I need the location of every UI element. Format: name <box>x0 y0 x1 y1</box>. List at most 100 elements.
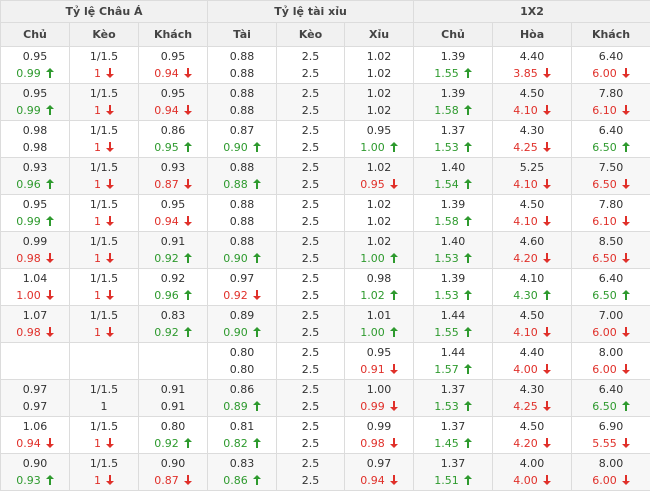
odds-row: 0.95 0.99 1/1.5 1 0.95 0.94 0.88 0.88 2.5 2.5 1.02… <box>0 83 650 121</box>
current-line: 2.5 <box>277 398 344 415</box>
odds-cell: 1/1.5 1 <box>69 453 139 491</box>
column-header: Tài <box>207 22 278 47</box>
column-header: Chủ <box>413 22 494 47</box>
current-line: 6.00 <box>572 361 650 378</box>
opening-value: 2.5 <box>301 309 320 322</box>
odds-cell: 1/1.5 1 <box>69 268 139 306</box>
current-line: 0.96 <box>139 287 207 304</box>
opening-value: 1.39 <box>440 87 466 100</box>
current-line: 0.88 <box>208 65 276 82</box>
current-value: 0.90 <box>223 326 248 339</box>
odds-cell: 0.95 0.94 <box>137 46 209 84</box>
current-value: 1.57 <box>434 363 459 376</box>
opening-value: 4.30 <box>519 124 545 137</box>
current-line: 3.85 <box>493 65 571 82</box>
current-line: 0.92 <box>208 287 276 304</box>
opening-value: 1.37 <box>440 124 466 137</box>
odds-cell: 1/1.5 1 <box>69 194 139 232</box>
odds-cell: 4.50 4.10 <box>492 305 573 343</box>
current-value: 4.00 <box>513 474 538 487</box>
current-line: 1.57 <box>414 361 492 378</box>
opening-value: 0.97 <box>229 272 255 285</box>
column-header: Khách <box>137 22 209 47</box>
trend-arrow-down <box>542 364 551 374</box>
current-line: 0.87 <box>139 472 207 489</box>
odds-cell: 1/1.5 1 <box>69 416 139 454</box>
odds-cell: 2.5 2.5 <box>276 231 346 269</box>
current-value: 6.00 <box>592 363 617 376</box>
current-value: 0.99 <box>360 400 385 413</box>
odds-cell: 1.37 1.45 <box>413 416 494 454</box>
current-line: 1.53 <box>414 139 492 156</box>
odds-cell: 4.50 4.20 <box>492 416 573 454</box>
trend-arrow-down <box>389 179 398 189</box>
current-line: 0.88 <box>208 176 276 193</box>
current-value: 2.5 <box>301 67 320 80</box>
opening-value: 0.88 <box>229 50 255 63</box>
current-value: 6.00 <box>592 326 617 339</box>
odds-cell: 1.40 1.54 <box>413 157 494 195</box>
current-value: 2.5 <box>301 326 320 339</box>
opening-value: 1.07 <box>22 309 48 322</box>
opening-value: 0.91 <box>160 235 186 248</box>
current-value: 1.00 <box>16 289 41 302</box>
trend-arrow-down <box>389 364 398 374</box>
current-value: 1.45 <box>434 437 459 450</box>
odds-cell: 1.02 1.02 <box>344 194 415 232</box>
current-line: 4.25 <box>493 398 571 415</box>
current-line: 0.97 <box>1 398 69 415</box>
current-value: 3.85 <box>513 67 538 80</box>
current-line: 1.58 <box>414 213 492 230</box>
current-line: 4.10 <box>493 176 571 193</box>
current-value: 1.00 <box>360 141 385 154</box>
odds-cell: 1/1.5 1 <box>69 231 139 269</box>
current-value: 6.00 <box>592 474 617 487</box>
current-line: 6.50 <box>572 287 650 304</box>
current-line: 6.00 <box>572 472 650 489</box>
current-value: 6.50 <box>592 400 617 413</box>
opening-value: 1.39 <box>440 50 466 63</box>
opening-value: 0.92 <box>160 272 186 285</box>
current-value: 1.00 <box>360 326 385 339</box>
opening-value: 1.02 <box>366 235 392 248</box>
current-line: 2.5 <box>277 139 344 156</box>
trend-arrow-up <box>183 290 192 300</box>
trend-arrow-up <box>252 475 261 485</box>
current-line: 0.95 <box>139 139 207 156</box>
current-line: 1 <box>70 435 138 452</box>
current-value: 1 <box>94 326 101 339</box>
current-value: 1 <box>94 252 101 265</box>
trend-arrow-down <box>106 253 114 263</box>
trend-arrow-up <box>389 290 398 300</box>
opening-value: 1.02 <box>366 87 392 100</box>
odds-cell: 1.37 1.53 <box>413 379 494 417</box>
current-value: 0.94 <box>360 474 385 487</box>
trend-arrow-down <box>45 327 54 337</box>
odds-cell: 8.00 6.00 <box>571 342 650 380</box>
odds-cell: 0.99 0.98 <box>0 231 70 269</box>
trend-arrow-up <box>252 253 261 263</box>
odds-cell: 7.80 6.10 <box>571 194 650 232</box>
opening-value: 0.83 <box>160 309 186 322</box>
current-value: 0.94 <box>154 215 179 228</box>
opening-value: 2.5 <box>301 124 320 137</box>
trend-arrow-up <box>183 253 192 263</box>
current-value: 0.87 <box>154 474 179 487</box>
trend-arrow-down <box>621 438 630 448</box>
odds-cell: 1.04 1.00 <box>0 268 70 306</box>
current-line: 4.10 <box>493 213 571 230</box>
odds-row: 0.90 0.93 1/1.5 1 0.90 0.87 0.83 0.86 2.5 2.5 0.97… <box>0 453 650 491</box>
current-value: 0.95 <box>154 141 179 154</box>
current-line: 1 <box>70 324 138 341</box>
current-value: 6.50 <box>592 141 617 154</box>
opening-value: 7.50 <box>598 161 624 174</box>
opening-value: 0.90 <box>22 457 48 470</box>
trend-arrow-down <box>542 401 551 411</box>
opening-value: 0.98 <box>366 272 392 285</box>
odds-cell: 2.5 2.5 <box>276 157 346 195</box>
current-line: 5.55 <box>572 435 650 452</box>
current-value: 1.54 <box>434 178 459 191</box>
current-line: 6.50 <box>572 139 650 156</box>
current-value: 0.91 <box>160 400 186 413</box>
